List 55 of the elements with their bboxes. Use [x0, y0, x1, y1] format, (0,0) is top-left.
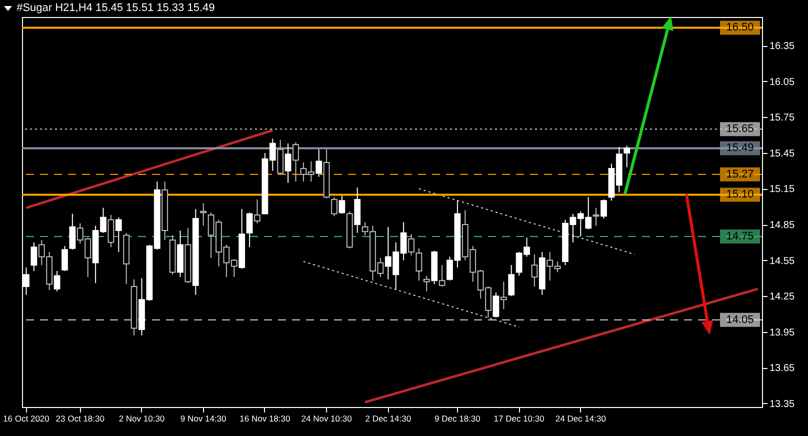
- candlestick: [254, 198, 260, 224]
- x-tick-label: 16 Oct 2020: [3, 414, 50, 424]
- candlestick: [508, 264, 515, 297]
- candlestick: [30, 242, 38, 272]
- candlestick: [492, 292, 500, 318]
- candlestick: [531, 254, 538, 288]
- x-tick-label: 9 Nov 14:30: [180, 414, 227, 424]
- candlestick: [284, 142, 292, 184]
- x-tick-label: 24 Nov 10:30: [301, 414, 352, 424]
- candlestick: [69, 213, 76, 250]
- candlestick: [54, 270, 60, 292]
- candlestick: [624, 145, 630, 168]
- ref-line-label: 15.65: [726, 123, 754, 136]
- y-tick-label: 14.85: [770, 220, 795, 232]
- candlestick: [331, 196, 338, 217]
- x-tick-label: 2 Nov 10:30: [118, 414, 165, 424]
- y-tick-label: 14.25: [770, 292, 795, 303]
- candlestick: [600, 198, 607, 220]
- candlestick: [108, 214, 114, 248]
- ref-line-label: 15.10: [726, 188, 754, 201]
- y-tick-label: 15.75: [770, 112, 795, 124]
- chart-title: #Sugar H21,H4 15.45 15.51 15.33 15.49: [16, 2, 215, 14]
- candlestick: [592, 207, 600, 226]
- y-tick-label: 15.45: [770, 148, 795, 160]
- candlestick: [423, 275, 430, 292]
- candlestick: [316, 148, 322, 178]
- y-tick-label: 13.65: [770, 363, 795, 374]
- ref-line-label: 15.27: [726, 168, 754, 180]
- ref-line-label: 14.05: [726, 314, 754, 326]
- ref-line-label: 16.50: [726, 22, 754, 34]
- y-tick-label: 16.35: [770, 41, 795, 52]
- x-tick-label: 9 Dec 18:30: [434, 414, 481, 424]
- x-tick-label: 16 Nov 18:30: [240, 414, 290, 424]
- candlestick: [500, 281, 507, 310]
- x-tick-label: 2 Dec 14:30: [365, 414, 412, 424]
- x-tick-label: 23 Oct 18:30: [56, 414, 105, 424]
- candlestick: [277, 139, 284, 175]
- candlestick: [115, 216, 122, 252]
- ref-line-label: 14.75: [726, 230, 754, 242]
- candlestick: [416, 248, 422, 282]
- y-tick-label: 15.15: [770, 184, 795, 196]
- candlestick: [200, 202, 207, 226]
- candlestick: [438, 264, 446, 288]
- y-tick-label: 16.05: [770, 76, 795, 88]
- y-tick-label: 13.35: [770, 398, 795, 410]
- x-tick-label: 24 Dec 14:30: [555, 414, 606, 424]
- candlestick: [292, 142, 299, 182]
- y-tick-label: 14.55: [770, 256, 795, 267]
- candlestick: [408, 234, 414, 256]
- ref-line-label: 15.49: [726, 142, 754, 154]
- x-tick-label: 17 Dec 10:30: [494, 414, 545, 424]
- candlestick: [338, 195, 346, 214]
- candlestick: [246, 212, 253, 248]
- y-tick-label: 13.95: [770, 327, 795, 338]
- candlestick: [62, 245, 68, 272]
